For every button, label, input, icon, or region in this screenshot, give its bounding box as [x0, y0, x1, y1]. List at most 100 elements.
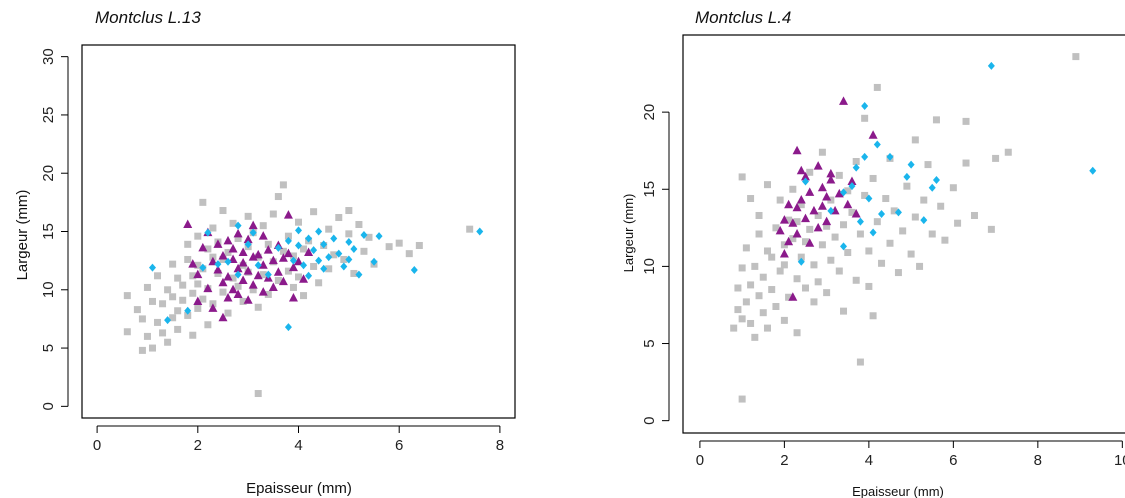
data-point-triangle	[813, 161, 823, 170]
data-point-square	[755, 211, 763, 219]
data-point-diamond	[852, 163, 860, 172]
data-point-triangle	[868, 130, 878, 139]
data-point-triangle	[233, 228, 243, 238]
data-point-square	[219, 207, 227, 215]
data-point-square	[154, 272, 162, 280]
data-point-square	[1004, 148, 1012, 156]
data-point-square	[229, 274, 237, 282]
data-point-square	[907, 250, 915, 258]
data-point-square	[768, 253, 776, 261]
plot-frame-left	[81, 44, 516, 419]
data-point-diamond	[305, 234, 313, 243]
data-point-square	[835, 267, 843, 275]
data-point-square	[730, 324, 738, 332]
data-point-triangle	[253, 249, 263, 259]
data-point-diamond	[987, 61, 995, 70]
x-tick-label: 2	[780, 452, 788, 469]
data-point-square	[869, 312, 877, 320]
data-point-square	[814, 278, 822, 286]
data-point-square	[992, 154, 1000, 162]
data-point-diamond	[350, 244, 358, 253]
data-point-diamond	[410, 265, 418, 274]
data-point-triangle	[193, 269, 203, 279]
plot-frame-right	[682, 34, 1125, 434]
data-point-square	[818, 241, 826, 249]
data-point-square	[239, 297, 247, 305]
data-point-square	[138, 346, 146, 354]
data-point-triangle	[268, 282, 278, 291]
data-point-diamond	[330, 234, 338, 243]
y-tick-label: 20	[40, 165, 57, 182]
data-point-square	[143, 332, 151, 340]
data-point-triangle	[238, 275, 248, 284]
data-point-square	[810, 261, 818, 269]
data-point-square	[802, 284, 810, 292]
data-point-triangle	[834, 188, 844, 198]
data-point-square	[259, 271, 267, 279]
data-point-diamond	[878, 209, 886, 218]
data-point-square	[886, 239, 894, 247]
y-tick-label: 10	[40, 281, 57, 298]
data-point-square	[793, 218, 801, 226]
data-point-triangle	[796, 165, 806, 175]
data-point-square	[873, 83, 881, 91]
data-point-diamond	[325, 253, 333, 262]
data-point-square	[174, 274, 182, 282]
data-point-diamond	[355, 270, 363, 279]
data-point-square	[345, 230, 353, 238]
data-point-diamond	[335, 249, 343, 258]
data-point-square	[169, 293, 177, 301]
data-point-triangle	[299, 274, 309, 283]
data-point-square	[861, 191, 869, 199]
data-point-triangle	[223, 235, 233, 245]
data-point-square	[738, 395, 746, 403]
data-point-triangle	[268, 255, 278, 265]
data-point-square	[289, 252, 297, 260]
data-point-square	[184, 255, 192, 263]
data-point-square	[865, 247, 873, 255]
data-point-diamond	[295, 226, 302, 235]
data-point-diamond	[234, 221, 242, 230]
data-point-triangle	[238, 247, 248, 256]
data-point-triangle	[248, 220, 258, 230]
data-point-diamond	[289, 256, 297, 265]
data-point-square	[345, 207, 353, 215]
data-point-square	[747, 281, 755, 289]
data-point-square	[229, 219, 237, 227]
data-point-square	[861, 114, 869, 122]
data-point-square	[818, 148, 826, 156]
data-point-square	[844, 249, 852, 257]
data-point-diamond	[920, 216, 928, 225]
data-point-square	[234, 282, 242, 290]
data-point-triangle	[253, 270, 263, 280]
data-point-diamond	[345, 255, 353, 264]
data-point-square	[772, 224, 780, 232]
data-point-triangle	[258, 231, 268, 240]
data-point-square	[970, 211, 978, 219]
data-point-square	[279, 247, 287, 255]
data-point-diamond	[148, 263, 156, 272]
data-point-triangle	[243, 295, 253, 304]
data-point-square	[949, 184, 957, 192]
data-point-triangle	[183, 219, 193, 229]
data-point-square	[894, 269, 902, 277]
data-point-triangle	[238, 257, 248, 267]
data-point-square	[785, 216, 793, 224]
data-point-square	[143, 283, 151, 291]
data-point-diamond	[164, 316, 172, 325]
data-point-square	[844, 187, 852, 195]
data-point-diamond	[861, 101, 869, 110]
data-point-square	[159, 300, 167, 308]
data-point-square	[310, 262, 318, 270]
data-point-square	[289, 283, 297, 291]
data-point-square	[768, 286, 776, 294]
data-point-triangle	[788, 218, 798, 227]
data-point-square	[254, 390, 262, 398]
data-point-square	[133, 306, 141, 314]
data-point-diamond	[214, 260, 222, 269]
data-point-square	[179, 296, 187, 304]
data-point-square	[937, 202, 945, 210]
data-point-diamond	[886, 152, 894, 161]
data-point-diamond	[249, 228, 257, 237]
data-point-square	[890, 207, 898, 215]
